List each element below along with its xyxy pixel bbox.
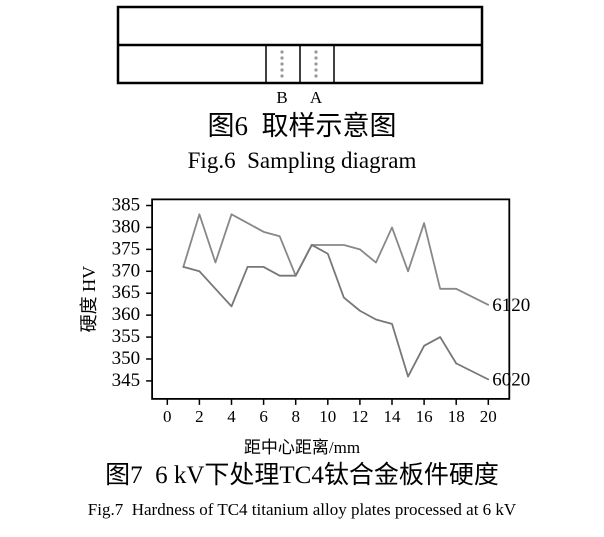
svg-text:370: 370 xyxy=(112,260,141,281)
svg-text:10: 10 xyxy=(319,407,336,426)
svg-text:355: 355 xyxy=(112,326,141,347)
svg-text:365: 365 xyxy=(112,282,141,303)
svg-text:0: 0 xyxy=(163,407,172,426)
svg-text:18: 18 xyxy=(448,407,465,426)
svg-text:14: 14 xyxy=(384,407,402,426)
svg-text:360: 360 xyxy=(112,304,141,325)
svg-text:380: 380 xyxy=(112,216,141,237)
svg-text:6: 6 xyxy=(259,407,268,426)
svg-text:345: 345 xyxy=(112,370,141,391)
svg-text:12: 12 xyxy=(351,407,368,426)
svg-text:385: 385 xyxy=(112,195,141,216)
svg-text:6020: 6020 xyxy=(492,369,530,390)
svg-text:16: 16 xyxy=(416,407,433,426)
svg-text:8: 8 xyxy=(291,407,300,426)
svg-text:6120: 6120 xyxy=(492,295,530,316)
svg-text:20: 20 xyxy=(480,407,497,426)
svg-text:硬度 HV: 硬度 HV xyxy=(79,266,99,333)
svg-text:4: 4 xyxy=(227,407,236,426)
svg-text:2: 2 xyxy=(195,407,204,426)
svg-text:350: 350 xyxy=(112,348,141,369)
svg-text:375: 375 xyxy=(112,238,141,259)
